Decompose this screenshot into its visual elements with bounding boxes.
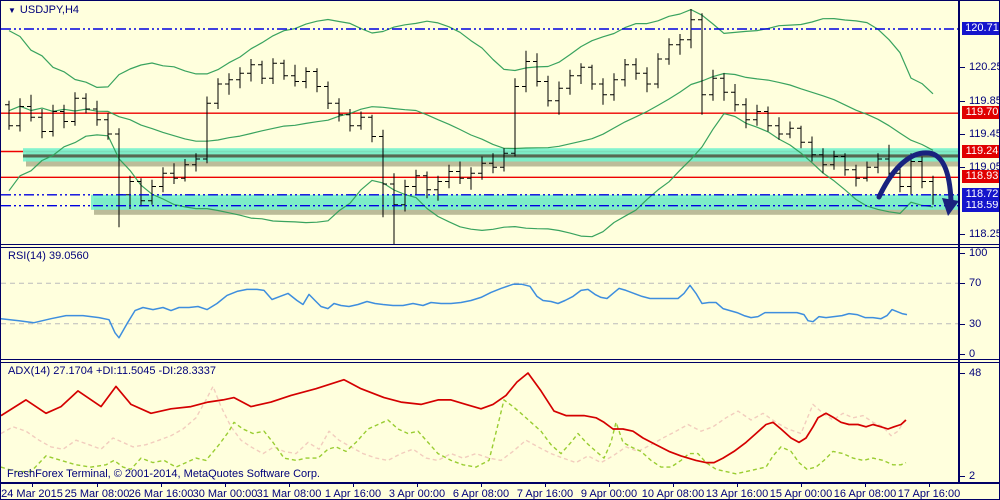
price-tick-mark	[960, 67, 965, 69]
adx-tick-label: 2	[969, 470, 976, 482]
adx-tick-label: 48	[969, 367, 982, 379]
time-tick-mark	[481, 484, 482, 487]
time-tick-mark	[801, 484, 802, 487]
rsi-tick-label: 70	[969, 277, 982, 290]
time-axis-label: 30 Mar 00:00	[192, 488, 258, 500]
time-axis-label: 1 Apr 16:00	[324, 488, 382, 500]
rsi-tick-mark	[960, 253, 965, 254]
time-axis-label: 25 Mar 08:00	[64, 488, 130, 500]
price-level-badge: 118.59	[962, 198, 999, 212]
rsi-tick-mark	[960, 283, 965, 285]
price-level-badge: 118.72	[962, 187, 999, 201]
rsi-tick-label: 100	[969, 247, 988, 259]
time-axis-label: 13 Apr 16:00	[705, 488, 769, 500]
time-axis-label: 31 Mar 08:00	[256, 488, 322, 500]
symbol-dropdown-icon[interactable]: ▼	[8, 6, 16, 15]
rsi-panel[interactable]: RSI(14) 39.0560	[1, 247, 959, 359]
adx-tick-mark	[960, 476, 965, 477]
price-chart-canvas[interactable]	[1, 1, 959, 247]
price-level-badge: 118.93	[962, 170, 999, 184]
time-axis-label: 7 Apr 16:00	[516, 488, 574, 500]
rsi-tick-label: 0	[969, 348, 976, 360]
price-level-badge: 119.70	[962, 106, 999, 120]
price-tick-label: 120.25	[969, 61, 1000, 74]
time-tick-mark	[609, 484, 610, 487]
symbol-selector[interactable]: ▼ USDJPY,H4	[8, 4, 79, 16]
price-tick-mark	[960, 100, 965, 102]
price-tick-mark	[960, 167, 965, 169]
time-tick-mark	[161, 484, 162, 487]
time-axis-label: 6 Apr 08:00	[452, 488, 510, 500]
time-tick-mark	[545, 484, 546, 487]
adx-indicator-label: ADX(14) 27.1704 +DI:11.5045 -DI:28.3337	[8, 365, 217, 377]
time-axis-label: 9 Apr 00:00	[580, 488, 638, 500]
price-level-badge: 120.71	[962, 22, 999, 35]
price-tick-label: 119.85	[969, 94, 1000, 107]
symbol-label: USDJPY,H4	[19, 4, 80, 16]
adx-panel[interactable]: ADX(14) 27.1704 +DI:11.5045 -DI:28.3337	[1, 362, 959, 482]
time-axis-label: 15 Apr 00:00	[769, 488, 833, 500]
time-tick-mark	[673, 484, 674, 487]
time-tick-mark	[225, 484, 226, 487]
time-axis-label: 26 Mar 16:00	[128, 488, 194, 500]
time-tick-mark	[32, 484, 33, 487]
price-tick-label: 119.45	[969, 128, 1000, 140]
time-axis-label: 24 Mar 2015	[1, 488, 63, 500]
time-tick-mark	[929, 484, 930, 487]
price-tick-mark	[960, 134, 965, 135]
time-axis-label: 16 Apr 08:00	[833, 488, 897, 500]
time-axis[interactable]: 24 Mar 2015 25 Mar 08:00 26 Mar 16:00 30 Ma…	[1, 484, 999, 500]
time-tick-mark	[353, 484, 354, 487]
time-axis-label: 10 Apr 08:00	[641, 488, 705, 500]
rsi-tick-mark	[960, 323, 965, 325]
rsi-chart-canvas[interactable]	[1, 247, 959, 359]
chart-bottom-border	[1, 482, 999, 484]
rsi-indicator-label: RSI(14) 39.0560	[8, 250, 89, 262]
price-axis[interactable]: 120.25 119.85 119.45 119.05 118.25 100 70 30 0 48…	[958, 1, 1000, 484]
time-tick-mark	[737, 484, 738, 487]
price-tick-label: 118.25	[969, 228, 1000, 240]
panel-separator[interactable]	[1, 359, 999, 363]
main-chart-panel[interactable]: ▼ USDJPY,H4	[1, 1, 959, 247]
time-tick-mark	[289, 484, 290, 487]
time-tick-mark	[97, 484, 98, 487]
time-tick-mark	[417, 484, 418, 487]
price-level-badge: 119.24	[962, 144, 999, 158]
adx-tick-mark	[960, 373, 965, 374]
time-axis-label: 17 Apr 16:00	[897, 488, 961, 500]
adx-chart-canvas[interactable]	[1, 362, 959, 482]
time-tick-mark	[865, 484, 866, 487]
terminal-copyright: FreshForex Terminal, © 2001-2014, MetaQu…	[7, 468, 320, 480]
rsi-tick-label: 30	[969, 317, 982, 330]
panel-separator[interactable]	[1, 244, 999, 248]
rsi-tick-mark	[960, 354, 965, 355]
time-axis-label: 3 Apr 00:00	[388, 488, 446, 500]
price-tick-mark	[960, 234, 965, 235]
